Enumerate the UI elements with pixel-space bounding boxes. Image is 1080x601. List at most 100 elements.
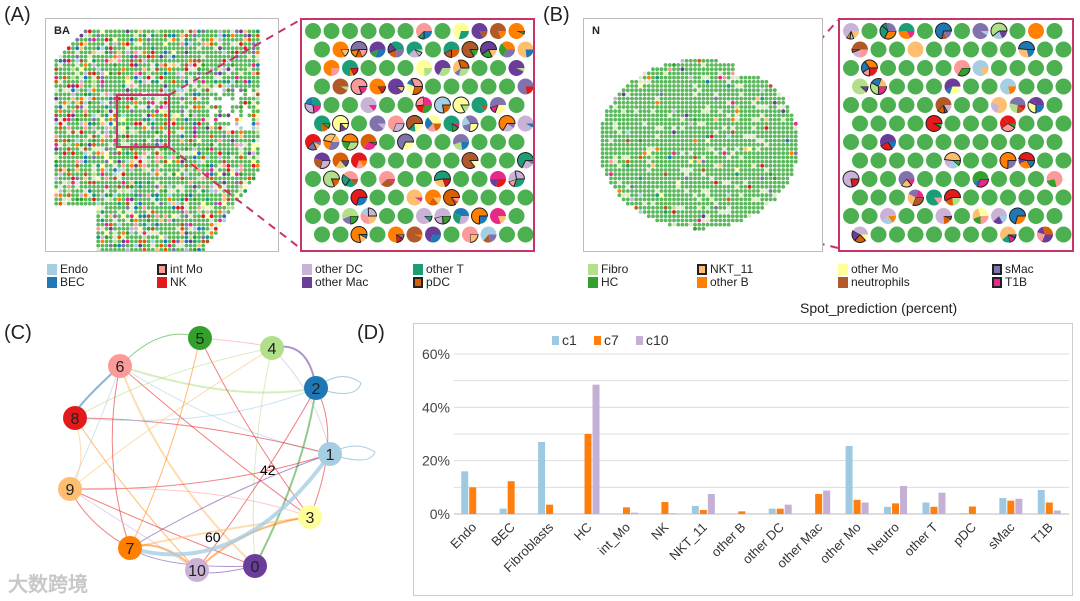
bar-c1: [461, 471, 469, 514]
spot-pie: [917, 171, 933, 187]
spot-pie: [453, 171, 469, 187]
bar-c1: [922, 502, 930, 514]
bar-c7: [469, 487, 477, 514]
spot-pie: [508, 208, 525, 224]
network-node: 8: [63, 406, 87, 430]
legend-label: sMac: [1005, 261, 1034, 276]
spot-pie: [490, 60, 506, 76]
bar-c7: [546, 504, 554, 514]
network-node: 4: [260, 336, 284, 360]
spot-pie: [369, 189, 386, 206]
spot-pie: [907, 78, 924, 95]
spot-pie: [1055, 189, 1072, 206]
legend-label: c7: [604, 332, 619, 348]
spot-pie: [926, 152, 942, 169]
spot-pie: [981, 226, 998, 243]
spot-pie: [972, 134, 989, 150]
spot-pie: [944, 226, 961, 243]
spot-pie: [991, 171, 1007, 187]
spot-pie: [1018, 189, 1035, 206]
bar-c7: [507, 481, 515, 514]
spot-pie: [1055, 152, 1072, 169]
network-edge: [119, 365, 331, 455]
network-edge: [69, 488, 198, 571]
spot-pie: [379, 97, 395, 113]
spot-pie: [935, 22, 953, 40]
network-edge: [111, 365, 131, 549]
spot-pie: [1009, 23, 1026, 39]
spot-pie: [508, 170, 526, 188]
network-edge: [254, 387, 317, 567]
spot-pie: [350, 189, 368, 206]
network-node: 9: [58, 477, 82, 501]
legend-swatch: [838, 276, 848, 288]
spot-pie: [462, 115, 479, 132]
spot-pie: [360, 60, 377, 76]
spot-pie: [323, 170, 341, 188]
spot-pie: [508, 134, 525, 150]
legend-item: int Mo: [157, 262, 203, 276]
spot-pie: [323, 97, 340, 113]
spot-pie: [981, 115, 998, 132]
spot-pie: [416, 22, 432, 40]
spot-pie: [490, 208, 506, 225]
spot-pie: [471, 207, 489, 225]
legend-item: NKT_11: [697, 262, 753, 276]
spot-pie: [416, 171, 432, 187]
spot-pie: [342, 97, 358, 113]
spot-pie: [379, 23, 395, 39]
spot-pie: [963, 41, 979, 58]
x-tick-label: HC: [571, 520, 595, 544]
spot-pie: [323, 133, 340, 151]
spot-pie: [861, 97, 878, 113]
zoom-image-b: [838, 18, 1074, 252]
spot-pie: [1000, 226, 1017, 243]
spot-pie: [490, 170, 506, 187]
spot-pie: [305, 134, 321, 151]
spot-pie: [963, 78, 979, 95]
spot-pie: [462, 78, 478, 95]
spot-pie: [443, 41, 460, 58]
spot-pie: [304, 97, 321, 114]
spot-pie: [926, 226, 942, 243]
node-label: 4: [268, 341, 277, 358]
spot-pie: [843, 60, 859, 76]
spot-pie: [517, 152, 533, 169]
legend-item: other Mo: [838, 262, 898, 276]
spot-pie: [480, 226, 497, 243]
legend-label: Endo: [60, 261, 89, 276]
spot-pie: [397, 171, 414, 187]
x-tick-label: Endo: [447, 520, 479, 552]
spot-pie: [490, 23, 506, 39]
spot-pie: [369, 115, 386, 132]
bar-c1: [807, 513, 815, 514]
legend-item: T1B: [992, 275, 1027, 289]
spot-pie: [471, 134, 488, 150]
spot-pie: [360, 134, 378, 150]
spot-pie: [851, 41, 868, 58]
spot-pie: [406, 78, 424, 95]
legend-swatch: [697, 263, 707, 275]
spot-pie: [443, 226, 460, 243]
legend-swatch: [157, 263, 167, 275]
legend-item: pDC: [413, 275, 450, 289]
spot-pie: [341, 133, 359, 151]
spot-pie: [842, 170, 860, 188]
network-edge: [119, 365, 256, 567]
network-node: 1: [318, 442, 342, 466]
legend-swatch: [992, 276, 1002, 288]
spot-pie: [379, 134, 395, 150]
spot-pie: [852, 189, 868, 206]
node-label: 8: [71, 411, 80, 428]
legend-label: other DC: [315, 261, 364, 276]
legend-label: other B: [710, 274, 749, 289]
legend-label: c10: [646, 332, 669, 348]
spot-pie: [935, 207, 953, 224]
spot-pie: [388, 152, 404, 169]
legend-label: c1: [562, 332, 577, 348]
spot-pie: [452, 96, 470, 114]
spot-pie: [917, 97, 933, 113]
spot-pie: [360, 23, 377, 39]
bar-c1: [999, 498, 1007, 514]
bar-c7: [853, 499, 861, 514]
